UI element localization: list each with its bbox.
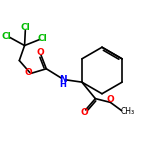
Text: O: O [81,108,88,117]
Text: CH₃: CH₃ [120,107,134,116]
Text: Cl: Cl [38,34,48,43]
Text: O: O [107,95,115,104]
Text: Cl: Cl [21,23,30,32]
Text: Cl: Cl [1,32,11,40]
Text: H: H [59,80,66,89]
Text: N: N [59,75,67,84]
Text: O: O [36,48,44,57]
Text: O: O [25,68,33,77]
